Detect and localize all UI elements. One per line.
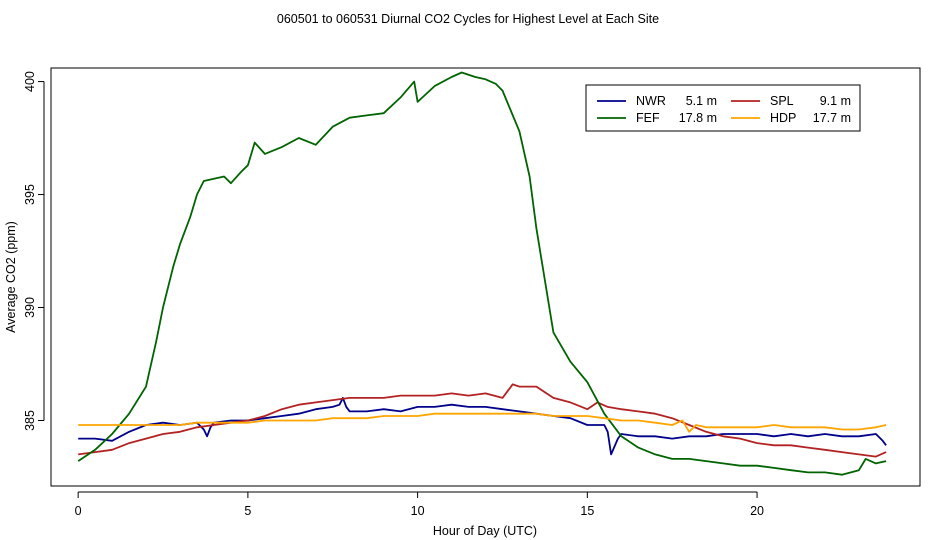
y-axis: 385 390 395 400 — [23, 71, 45, 431]
legend-height-fef: 17.8 m — [679, 111, 717, 125]
legend-label-spl: SPL — [770, 94, 794, 108]
legend-label-hdp: HDP — [770, 111, 796, 125]
plot-frame — [50, 67, 921, 487]
chart-title: 060501 to 060531 Diurnal CO2 Cycles for … — [277, 12, 659, 26]
x-axis-label: Hour of Day (UTC) — [433, 524, 537, 538]
series-line-hdp — [78, 412, 887, 433]
legend-height-nwr: 5.1 m — [686, 94, 717, 108]
series-line-nwr — [78, 396, 887, 456]
x-tick-label: 10 — [411, 504, 425, 518]
x-tick-label: 15 — [580, 504, 594, 518]
y-tick-label: 400 — [23, 71, 37, 92]
series-line-fef — [77, 71, 887, 476]
y-tick-label: 395 — [23, 184, 37, 205]
legend: NWR 5.1 m SPL 9.1 m FEF 17.8 m HDP 17.7 m — [585, 84, 861, 132]
x-axis: 0 5 10 15 20 — [75, 491, 764, 518]
legend-box — [585, 84, 861, 132]
y-tick-label: 390 — [23, 297, 37, 318]
series-layer — [77, 71, 887, 476]
series-line-spl — [78, 383, 887, 458]
y-tick-label: 385 — [23, 410, 37, 431]
x-tick-label: 20 — [750, 504, 764, 518]
legend-label-nwr: NWR — [636, 94, 666, 108]
legend-height-hdp: 17.7 m — [813, 111, 851, 125]
y-axis-label: Average CO2 (ppm) — [4, 221, 18, 333]
x-tick-label: 5 — [244, 504, 251, 518]
legend-label-fef: FEF — [636, 111, 660, 125]
x-tick-label: 0 — [75, 504, 82, 518]
legend-height-spl: 9.1 m — [820, 94, 851, 108]
